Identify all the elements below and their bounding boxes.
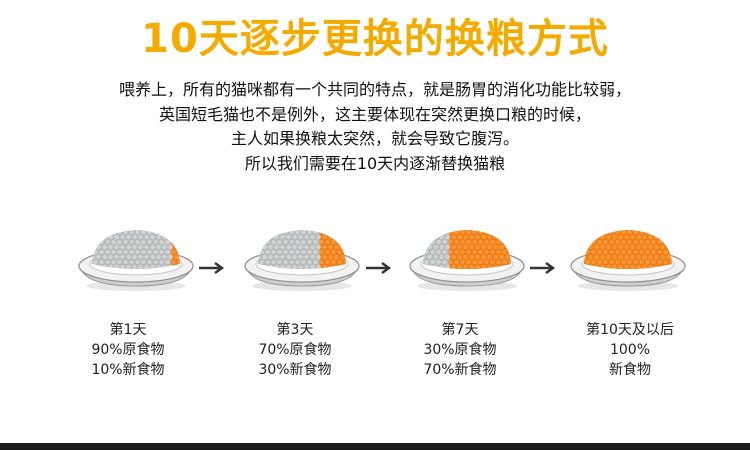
- stage-label: 第1天 90%原食物 10%新食物: [66, 320, 190, 380]
- intro-line-2: 英国短毛猫也不是例外，这主要体现在突然更换口粮的时候，: [158, 104, 591, 124]
- stage-day: 第7天: [441, 322, 479, 338]
- stage-line-2: 30%新食物: [258, 362, 332, 378]
- stage-label: 第10天及以后 100% 新食物: [568, 320, 692, 380]
- bowl-icon: [409, 230, 525, 291]
- intro-line-1: 喂养上，所有的猫咪都有一个共同的特点，就是肠胃的消化功能比较弱，: [118, 80, 631, 99]
- stage-label: 第7天 30%原食物 70%新食物: [398, 320, 522, 380]
- stage-line-1: 100%: [609, 342, 651, 358]
- intro-line-3: 主人如果换粮太突然，就会导致它腹泻。: [230, 129, 519, 148]
- intro-line-4: 所以我们需要在10天内逐渐替换猫粮: [244, 153, 506, 173]
- intro-text: 喂养上，所有的猫咪都有一个共同的特点，就是肠胃的消化功能比较弱， 英国短毛猫也不…: [0, 78, 750, 176]
- stage-day: 第10天及以后: [586, 322, 674, 338]
- stage-label: 第3天 70%原食物 30%新食物: [233, 320, 357, 380]
- stage-day: 第3天: [276, 322, 314, 338]
- arrow-right-icon: [366, 262, 392, 274]
- bowl-icon: [78, 230, 194, 291]
- stage-line-2: 新食物: [609, 362, 651, 378]
- stage-line-2: 10%新食物: [91, 362, 165, 378]
- stage-line-1: 30%原食物: [423, 342, 497, 358]
- stage-day: 第1天: [109, 322, 147, 338]
- stage-line-1: 90%原食物: [91, 342, 165, 358]
- page-title: 10天逐步更换的换粮方式: [141, 16, 609, 62]
- bowl-icon: [244, 230, 360, 291]
- stage-line-2: 70%新食物: [423, 362, 497, 378]
- arrow-right-icon: [530, 262, 556, 274]
- stage-line-1: 70%原食物: [258, 342, 332, 358]
- footer-bar: [0, 443, 750, 450]
- arrow-right-icon: [199, 262, 225, 274]
- bowl-icon: [570, 230, 686, 291]
